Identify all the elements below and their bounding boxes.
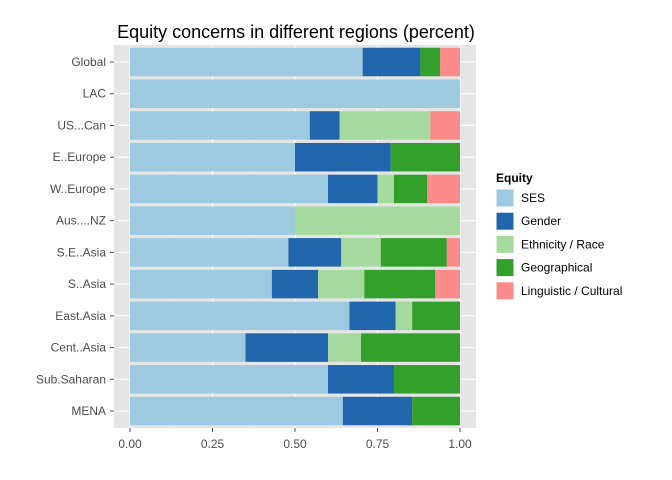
bar-geographical-7 bbox=[364, 269, 436, 299]
bar-ses-7 bbox=[130, 269, 272, 299]
legend: Equity SES Gender Ethnicity / Race Geograph… bbox=[495, 171, 622, 301]
bar-gender-3 bbox=[295, 142, 391, 172]
bar-linguistic-cultural-7 bbox=[435, 269, 460, 299]
y-tick-label: MENA bbox=[71, 404, 106, 418]
x-tick-label: 0.50 bbox=[283, 437, 307, 451]
legend-label: Ethnicity / Race bbox=[521, 237, 605, 251]
bar-gender-2 bbox=[309, 111, 340, 140]
y-tick-label: East.Asia bbox=[55, 309, 106, 323]
legend-title: Equity bbox=[496, 171, 533, 185]
bars bbox=[130, 47, 460, 426]
bar-ethnicity-race-6 bbox=[341, 238, 381, 267]
bar-geographical-8 bbox=[412, 301, 460, 331]
legend-swatch bbox=[495, 258, 515, 278]
bar-ses-8 bbox=[130, 301, 350, 331]
y-tick-label: S.E..Asia bbox=[57, 245, 107, 259]
bar-geographical-3 bbox=[390, 142, 460, 172]
y-tick-label: W..Europe bbox=[50, 182, 106, 196]
bar-linguistic-cultural-6 bbox=[446, 238, 460, 267]
bar-geographical-6 bbox=[380, 238, 447, 267]
bar-geographical-9 bbox=[361, 333, 460, 362]
legend-swatch bbox=[495, 281, 515, 301]
bar-ses-1 bbox=[130, 79, 460, 108]
bar-geographical-10 bbox=[394, 365, 460, 394]
y-tick-label: Cent..Asia bbox=[51, 341, 107, 355]
bar-gender-4 bbox=[328, 174, 378, 204]
y-tick-label: Global bbox=[71, 55, 106, 69]
bar-ses-2 bbox=[130, 111, 310, 140]
bar-gender-7 bbox=[271, 269, 319, 299]
x-tick-label: 0.00 bbox=[118, 437, 142, 451]
y-tick-label: Sub.Saharan bbox=[36, 372, 106, 386]
legend-swatch bbox=[495, 234, 515, 254]
y-tick-label: Aus....NZ bbox=[56, 214, 106, 228]
legend-swatch bbox=[495, 211, 515, 231]
bar-geographical-11 bbox=[412, 396, 460, 426]
bar-ethnicity-race-2 bbox=[339, 111, 431, 140]
bar-ethnicity-race-7 bbox=[318, 269, 365, 299]
bar-gender-11 bbox=[342, 396, 413, 426]
bar-gender-6 bbox=[288, 238, 342, 267]
bar-ses-10 bbox=[130, 365, 328, 394]
x-tick-label: 0.25 bbox=[201, 437, 225, 451]
axes: Global LAC US...Can E..Europe W..Europe Aus..… bbox=[36, 55, 472, 451]
bar-ses-3 bbox=[130, 142, 295, 172]
y-tick-label: S..Asia bbox=[68, 277, 106, 291]
bar-ethnicity-race-4 bbox=[377, 174, 394, 204]
bar-ethnicity-race-9 bbox=[328, 333, 361, 362]
legend-label: Geographical bbox=[521, 261, 592, 275]
bar-gender-8 bbox=[349, 301, 396, 331]
bar-ses-4 bbox=[130, 174, 328, 204]
y-tick-label: US...Can bbox=[57, 118, 106, 132]
bar-gender-10 bbox=[328, 365, 394, 394]
y-tick-label: E..Europe bbox=[53, 150, 107, 164]
legend-label: Gender bbox=[521, 214, 561, 228]
bar-ses-5 bbox=[130, 206, 295, 235]
bar-ethnicity-race-5 bbox=[295, 206, 460, 235]
bar-ses-9 bbox=[130, 333, 246, 362]
chart-title: Equity concerns in different regions (pe… bbox=[117, 22, 475, 42]
bar-ses-0 bbox=[130, 47, 363, 77]
bar-ses-6 bbox=[130, 238, 289, 267]
bar-geographical-0 bbox=[420, 47, 441, 77]
bar-ses-11 bbox=[130, 396, 343, 426]
bar-gender-0 bbox=[362, 47, 421, 77]
bar-geographical-4 bbox=[394, 174, 427, 204]
bar-linguistic-cultural-2 bbox=[430, 111, 460, 140]
bar-linguistic-cultural-0 bbox=[440, 47, 460, 77]
legend-swatch bbox=[495, 188, 515, 208]
legend-label: Linguistic / Cultural bbox=[521, 284, 622, 298]
y-tick-label: LAC bbox=[83, 87, 107, 101]
bar-ethnicity-race-8 bbox=[395, 301, 413, 331]
x-tick-label: 1.00 bbox=[448, 437, 472, 451]
legend-label: SES bbox=[521, 191, 545, 205]
x-tick-label: 0.75 bbox=[366, 437, 390, 451]
bar-gender-9 bbox=[245, 333, 328, 362]
bar-linguistic-cultural-4 bbox=[427, 174, 460, 204]
